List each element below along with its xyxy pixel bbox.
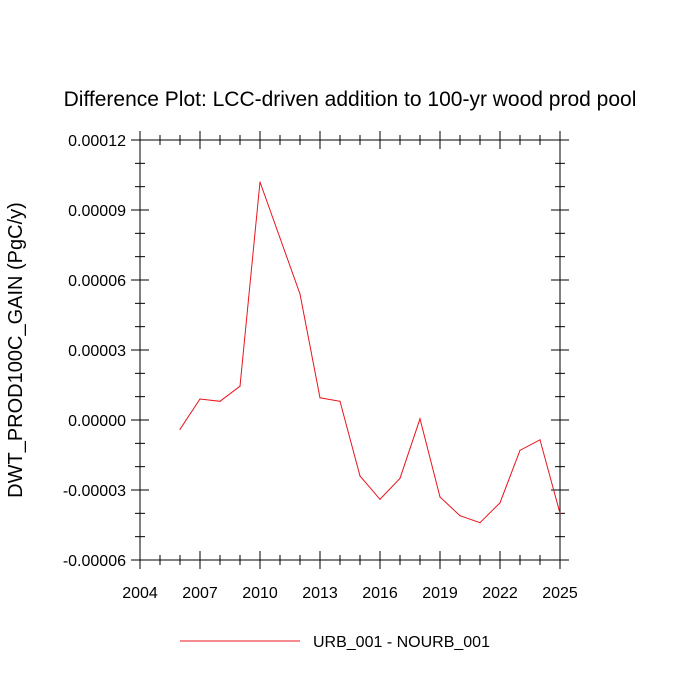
data-point — [379, 498, 381, 500]
data-point — [279, 237, 281, 239]
y-tick-label: 0.00006 — [68, 273, 126, 290]
legend: URB_001 - NOURB_001 — [180, 634, 490, 651]
data-point — [299, 293, 301, 295]
y-tick-label: -0.00006 — [63, 553, 126, 570]
data-point — [359, 475, 361, 477]
data-point — [499, 502, 501, 504]
x-tick-label: 2004 — [122, 585, 158, 602]
data-point — [219, 400, 221, 402]
legend-label: URB_001 - NOURB_001 — [313, 634, 490, 651]
data-point — [259, 181, 261, 183]
x-tick-label: 2019 — [422, 585, 458, 602]
data-point — [179, 428, 181, 430]
y-axis: -0.00006 -0.00003 0.00000 0.00003 0.00006 0.0… — [63, 133, 569, 570]
y-tick-label: 0.00012 — [68, 133, 126, 150]
data-point — [479, 522, 481, 524]
data-point — [319, 397, 321, 399]
data-point — [239, 385, 241, 387]
data-point — [559, 512, 561, 514]
y-axis-label: DWT_PROD100C_GAIN (PgC/y) — [5, 202, 27, 498]
series-line — [179, 181, 561, 524]
x-tick-label: 2022 — [482, 585, 518, 602]
data-point — [199, 398, 201, 400]
y-tick-label: -0.00003 — [63, 483, 126, 500]
data-point — [399, 477, 401, 479]
x-tick-label: 2025 — [542, 585, 578, 602]
data-point — [339, 400, 341, 402]
plot-frame — [139, 139, 561, 561]
data-point — [539, 439, 541, 441]
plot-border — [139, 139, 561, 561]
series-layer — [179, 181, 561, 524]
x-tick-label: 2016 — [362, 585, 398, 602]
y-tick-label: 0.00009 — [68, 203, 126, 220]
y-tick-label: 0.00000 — [68, 413, 126, 430]
data-point — [419, 418, 421, 420]
data-point — [519, 449, 521, 451]
x-tick-label: 2013 — [302, 585, 338, 602]
x-tick-label: 2010 — [242, 585, 278, 602]
data-point — [439, 496, 441, 498]
x-tick-label: 2007 — [182, 585, 218, 602]
chart-title: Difference Plot: LCC-driven addition to … — [63, 88, 637, 111]
y-tick-label: 0.00003 — [68, 343, 126, 360]
data-point — [459, 515, 461, 517]
x-axis: 2004 2007 2010 2013 2016 2019 2022 2025 — [122, 131, 578, 602]
